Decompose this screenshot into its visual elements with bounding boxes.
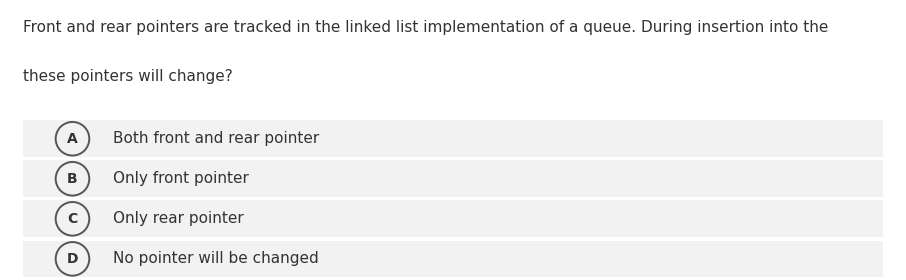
Text: Front and rear pointers are tracked in the linked list implementation of a queue: Front and rear pointers are tracked in t…: [23, 20, 833, 35]
Text: these pointers will change?: these pointers will change?: [23, 69, 233, 84]
Text: C: C: [67, 212, 78, 226]
Text: Both front and rear pointer: Both front and rear pointer: [113, 131, 320, 146]
Text: Only rear pointer: Only rear pointer: [113, 211, 244, 226]
FancyBboxPatch shape: [23, 241, 883, 277]
FancyBboxPatch shape: [23, 160, 883, 197]
FancyBboxPatch shape: [23, 120, 883, 157]
FancyBboxPatch shape: [23, 200, 883, 237]
Text: No pointer will be changed: No pointer will be changed: [113, 251, 319, 266]
Text: D: D: [67, 252, 78, 266]
Text: A: A: [67, 132, 78, 146]
Text: Only front pointer: Only front pointer: [113, 171, 249, 186]
Text: B: B: [67, 172, 78, 186]
